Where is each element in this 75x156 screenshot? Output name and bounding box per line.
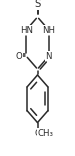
Text: NH: NH [42, 26, 55, 35]
Text: S: S [34, 0, 41, 9]
Text: O: O [15, 52, 22, 61]
Text: HN: HN [20, 26, 33, 35]
Text: CH₃: CH₃ [38, 129, 54, 138]
Text: O: O [34, 129, 41, 138]
Text: N: N [46, 52, 52, 61]
